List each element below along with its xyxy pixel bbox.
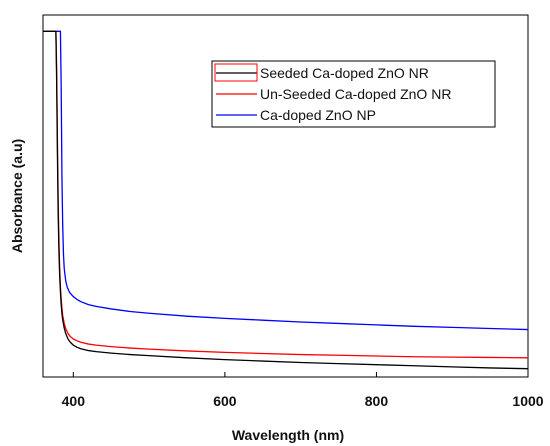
legend: Seeded Ca-doped ZnO NR Un-Seeded Ca-doped… xyxy=(211,60,496,128)
series-line-0 xyxy=(43,30,529,370)
series-line-2 xyxy=(43,30,529,331)
legend-label-1: Un-Seeded Ca-doped ZnO NR xyxy=(260,86,451,102)
x-axis-ticks: 400 600 800 1000 xyxy=(62,372,544,409)
legend-label-2: Ca-doped ZnO NP xyxy=(260,107,376,123)
x-axis-title: Wavelength (nm) xyxy=(232,427,344,443)
legend-swatch-highlight xyxy=(214,63,258,82)
x-tick-label-400: 400 xyxy=(62,393,86,409)
x-tick-label-800: 800 xyxy=(365,393,389,409)
legend-box xyxy=(211,60,496,128)
x-tick-label-1000: 1000 xyxy=(512,393,543,409)
y-axis-title: Absorbance (a.u) xyxy=(9,139,25,253)
series-group xyxy=(43,30,529,370)
x-tick-label-600: 600 xyxy=(213,393,237,409)
legend-label-0: Seeded Ca-doped ZnO NR xyxy=(260,65,429,81)
